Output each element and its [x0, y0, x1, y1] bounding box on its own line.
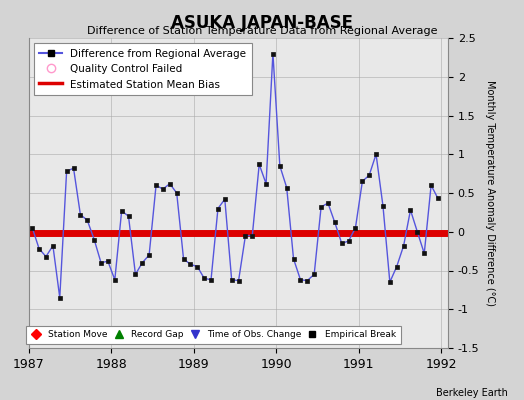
Legend: Station Move, Record Gap, Time of Obs. Change, Empirical Break: Station Move, Record Gap, Time of Obs. C…: [26, 326, 401, 344]
Y-axis label: Monthly Temperature Anomaly Difference (°C): Monthly Temperature Anomaly Difference (…: [485, 80, 495, 306]
Text: Berkeley Earth: Berkeley Earth: [436, 388, 508, 398]
Text: ASUKA JAPAN-BASE: ASUKA JAPAN-BASE: [171, 14, 353, 32]
Text: Difference of Station Temperature Data from Regional Average: Difference of Station Temperature Data f…: [87, 26, 437, 36]
